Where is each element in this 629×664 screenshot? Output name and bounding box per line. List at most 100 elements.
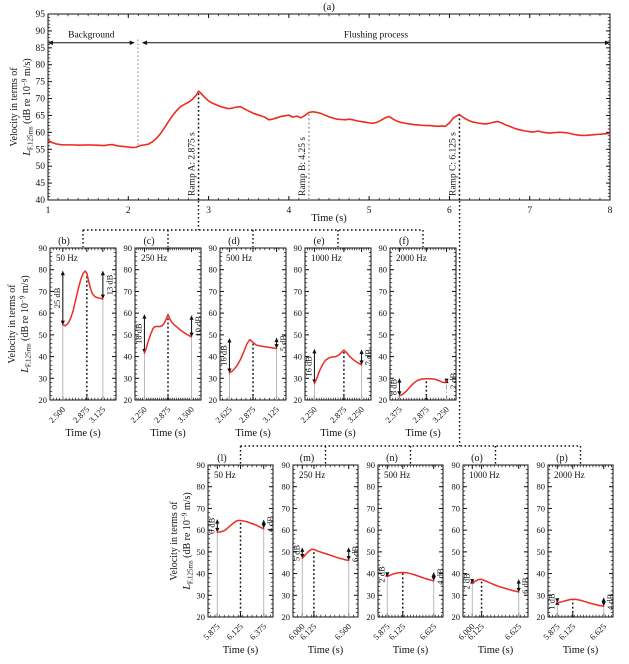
y-tick-label: 50 [36,162,46,172]
y-tick-label: 90 [452,460,461,470]
frequency-label: 250 Hz [299,470,325,480]
level-annotation: 4 dB [431,568,445,617]
x-axis-label: Time (s) [478,645,514,656]
x-tick-label: 3.250 [430,404,451,425]
y-tick-label: 70 [39,286,48,296]
x-axis-label: Time (s) [393,645,429,656]
y-tick-label: 80 [39,265,48,275]
svg-text:Velocity in terms of: Velocity in terms of [9,67,20,147]
level-annotation: 16 dB [218,338,232,400]
y-tick-label: 75 [36,78,46,88]
level-annotation: 6 dB [516,577,530,617]
y-tick-label: 70 [537,503,546,513]
y-tick-label: 20 [124,395,133,405]
y-tick-label: 90 [39,243,48,253]
y-tick-label: 20 [367,612,376,622]
panel-tag: (d) [228,236,240,247]
y-tick-label: 70 [367,503,376,513]
y-tick-label: 70 [124,286,133,296]
y-tick-label: 50 [379,330,388,340]
y-tick-label: 50 [294,330,303,340]
db-difference-label: 4 dB [435,568,445,585]
y-tick-label: 50 [282,547,291,557]
x-tick-label: 2.875 [237,404,258,425]
y-tick-label: 50 [39,330,48,340]
y-tick-label: 30 [294,373,303,383]
panel-tag: (l) [217,453,226,464]
x-tick-label: 4 [286,206,291,216]
y-tick-label: 30 [537,590,546,600]
y-tick-label: 40 [124,352,133,362]
x-tick-label: 6.625 [418,621,439,642]
db-difference-label: 5 dB [291,544,301,561]
frequency-label: 50 Hz [214,470,236,480]
db-difference-label: 2 dB [376,566,386,583]
db-difference-label: 4 dB [265,516,275,533]
y-tick-label: 30 [379,373,388,383]
y-tick-label: 90 [209,243,218,253]
x-axis-label: Time (s) [311,213,347,224]
svg-text:Velocity in terms of: Velocity in terms of [7,284,18,364]
y-tick-label: 40 [36,196,46,206]
panel-f: 2.375 2.875 3.250 20 30 40 50 60 70 80 90 (f) 2000 H… [379,236,459,439]
level-annotation: 10 dB [189,315,203,400]
x-tick-label: 6.625 [588,621,609,642]
panel-tag: (c) [143,236,154,247]
db-difference-label: 4 dB [605,593,615,610]
y-tick-label: 30 [197,590,206,600]
tick-marks-d [220,247,286,401]
svg-text:LF,125ms (dB re 10−9 m/s): LF,125ms (dB re 10−9 m/s) [19,275,33,373]
x-tick-label: 3 [206,206,211,216]
frequency-label: 1000 Hz [311,253,342,263]
y-tick-label: 20 [294,395,303,405]
y-tick-label: 20 [209,395,218,405]
y-tick-label: 60 [282,525,291,535]
panel-tag: (e) [313,236,324,247]
tick-marks-p [548,464,613,618]
tick-marks-l [208,464,273,618]
ramp-label: Ramp B: 4.25 s [298,137,308,196]
region-arrow: Background [48,31,135,45]
region-label: Flushing process [344,31,408,41]
x-axis-label: Time (s) [235,428,271,439]
svg-text:LF,125ms (dB re 10−9 m/s): LF,125ms (dB re 10−9 m/s) [21,58,35,156]
y-tick-label: 20 [537,612,546,622]
y-tick-label: 90 [367,460,376,470]
y-tick-label: 80 [124,265,133,275]
level-annotation: 18 dB [133,314,147,400]
y-tick-label: 90 [537,460,546,470]
panel-tag: (a) [323,2,335,13]
panel-l: 5.875 6.125 6.375 20 30 40 50 60 70 80 90 (l) 50 Hz 6… [197,453,276,656]
y-tick-label: 90 [124,243,133,253]
y-tick-label: 60 [452,525,461,535]
db-difference-label: 5 dB [278,335,288,352]
y-tick-label: 50 [124,330,133,340]
y-tick-label: 30 [39,373,48,383]
y-tick-label: 90 [197,460,206,470]
x-tick-label: 6.500 [333,621,354,642]
y-tick-label: 40 [294,352,303,362]
x-axis-label: Time (s) [308,645,344,656]
y-tick-label: 80 [537,482,546,492]
x-tick-label: 2.875 [152,404,173,425]
panel-tag: (p) [556,453,568,464]
x-tick-label: 2 [126,206,131,216]
y-tick-label: 80 [197,482,206,492]
y-tick-label: 40 [537,569,546,579]
x-tick-label: 6.125 [387,621,408,642]
x-tick-label: 2.625 [213,404,234,425]
y-tick-label: 80 [294,265,303,275]
x-tick-label: 2.875 [410,404,431,425]
region-arrow: Flushing process [141,31,610,45]
y-tick-label: 85 [36,44,46,54]
velocity-curve [398,377,448,397]
db-difference-label: 18 dB [133,323,143,344]
y-tick-label: 90 [282,460,291,470]
frequency-label: 1000 Hz [469,470,500,480]
db-difference-label: 6 dB [206,517,216,534]
